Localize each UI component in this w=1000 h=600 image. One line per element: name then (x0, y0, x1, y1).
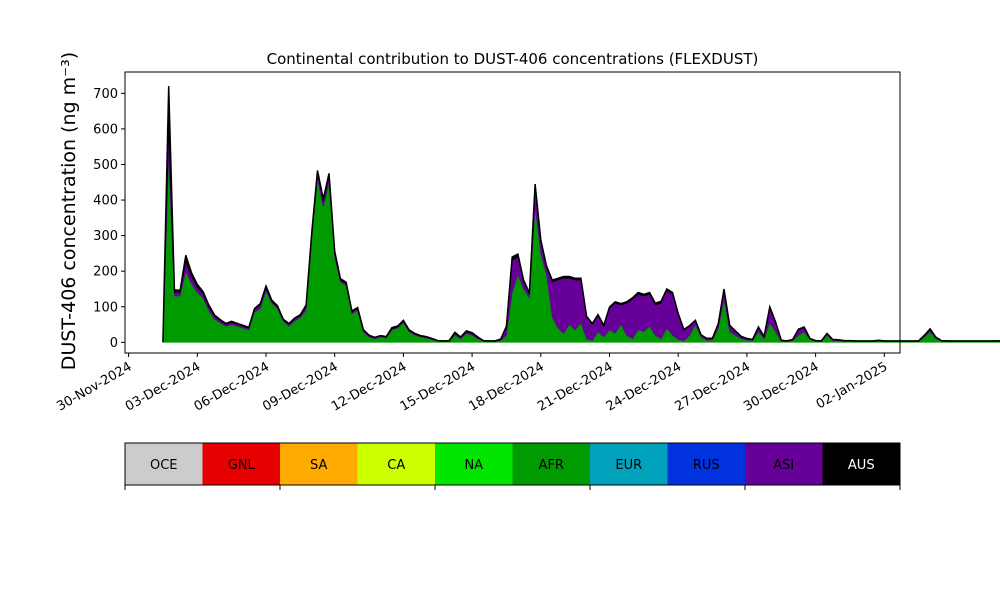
x-tick-label: 27-Dec-2024 (673, 359, 753, 414)
colorbar-cell-rus (667, 443, 746, 485)
colorbar-label: AFR (539, 458, 564, 473)
y-axis: 0 100 200 300 400 500 600 700 (93, 87, 125, 351)
colorbar-label: OCE (150, 458, 178, 473)
colorbar-cell-na (435, 443, 513, 485)
y-tick-label: 600 (93, 122, 118, 137)
colorbar-label: NA (464, 458, 483, 473)
colorbar-label: RUS (693, 458, 720, 473)
plot-frame (124, 71, 901, 354)
colorbar-cell-eur (590, 443, 668, 485)
total-outline (162, 86, 1000, 343)
y-tick-label: 500 (93, 158, 118, 173)
colorbar-label: EUR (615, 458, 642, 473)
colorbar-cell-gnl (202, 443, 281, 485)
x-tick-label: 02-Jan-2025 (814, 359, 891, 412)
colorbar-frame (124, 442, 901, 486)
colorbar-cell-aus (822, 443, 901, 485)
colorbar-legend: OCE GNL SA CA NA AFR EUR RUS ASI AUS (124, 442, 901, 490)
x-tick-label: 09-Dec-2024 (260, 359, 340, 414)
y-tick-label: 700 (93, 87, 118, 102)
y-tick-label: 200 (93, 265, 118, 280)
colorbar-cell-sa (280, 443, 358, 485)
x-tick-label: 12-Dec-2024 (329, 359, 409, 414)
series-area-asi (162, 132, 1000, 343)
colorbar-cell-ca (357, 443, 436, 485)
y-tick-label: 100 (93, 300, 118, 315)
colorbar-cell-asi (745, 443, 823, 485)
y-tick-label: 300 (93, 229, 118, 244)
colorbar-label: ASI (773, 458, 794, 473)
x-tick-label: 21-Dec-2024 (535, 359, 615, 414)
x-axis: 30-Nov-202403-Dec-202406-Dec-202409-Dec-… (54, 353, 890, 415)
y-tick-label: 0 (110, 336, 118, 351)
x-tick-label: 15-Dec-2024 (398, 359, 478, 414)
x-tick-label: 06-Dec-2024 (192, 359, 272, 414)
x-tick-label: 18-Dec-2024 (466, 359, 546, 414)
colorbar-cell-oce (125, 443, 203, 485)
x-tick-label: 24-Dec-2024 (604, 359, 684, 414)
chart-title: Continental contribution to DUST-406 con… (267, 50, 759, 68)
y-axis-label: DUST-406 concentration (ng m⁻³) (58, 52, 80, 370)
series-layer (162, 86, 1000, 343)
colorbar-label: AUS (848, 458, 875, 473)
colorbar-label: SA (310, 458, 327, 473)
x-tick-label: 30-Dec-2024 (741, 359, 821, 414)
colorbar-cell-afr (512, 443, 591, 485)
colorbar-label: CA (387, 458, 405, 473)
y-tick-label: 400 (93, 194, 118, 209)
x-tick-label: 03-Dec-2024 (123, 359, 203, 414)
colorbar-label: GNL (228, 458, 256, 473)
